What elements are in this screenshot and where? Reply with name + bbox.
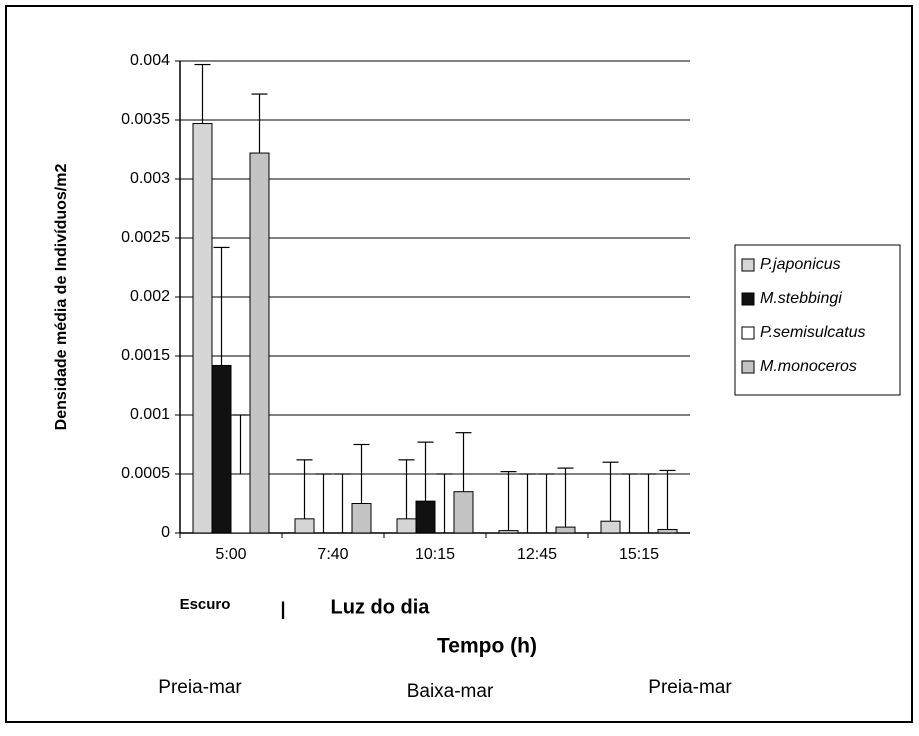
bar	[415, 500, 436, 534]
bar	[230, 473, 251, 534]
x-tick-label: 12:45	[517, 546, 557, 563]
bar	[396, 518, 417, 534]
x-tick-label: 5:00	[215, 546, 246, 563]
x-tick-label: 10:15	[415, 546, 455, 563]
bar	[294, 518, 315, 534]
frame	[5, 5, 913, 723]
y-tick-label: 0.0035	[121, 111, 170, 128]
bar	[192, 123, 213, 534]
bar	[657, 528, 678, 534]
annotation: Escuro	[180, 596, 231, 613]
x-tick-label: 15:15	[619, 546, 659, 563]
bar	[351, 503, 372, 534]
legend-swatch	[741, 360, 755, 374]
legend-swatch	[741, 258, 755, 272]
legend-label: P.semisulcatus	[760, 324, 866, 341]
x-axis-label: Tempo (h)	[437, 635, 537, 658]
bar	[453, 491, 474, 534]
legend-swatch	[741, 326, 755, 340]
x-tick-label: 7:40	[317, 546, 348, 563]
y-tick-label: 0.0005	[121, 465, 170, 482]
legend-label: P.japonicus	[760, 256, 841, 273]
y-axis-label: Densidade média de Indivíduos/m2	[53, 164, 70, 431]
legend-label: M.monoceros	[760, 358, 857, 375]
annotation: Preia-mar	[648, 677, 732, 698]
annotation: Baixa-mar	[407, 681, 494, 702]
y-tick-label: 0.0025	[121, 229, 170, 246]
y-tick-label: 0.0015	[121, 347, 170, 364]
y-tick-label: 0.002	[130, 288, 170, 305]
annotation: |	[280, 599, 285, 619]
legend-label: M.stebbingi	[760, 290, 842, 307]
annotation: Preia-mar	[158, 677, 242, 698]
legend-swatch	[741, 292, 755, 306]
y-tick-label: 0	[161, 524, 170, 541]
y-tick-label: 0.003	[130, 170, 170, 187]
bar	[600, 520, 621, 534]
y-tick-label: 0.004	[130, 52, 170, 69]
annotation: Luz do dia	[331, 596, 431, 618]
bar	[498, 530, 519, 534]
bar	[249, 152, 270, 534]
y-tick-label: 0.001	[130, 406, 170, 423]
bar	[555, 526, 576, 534]
legend-box	[734, 244, 901, 396]
bar	[211, 364, 232, 534]
